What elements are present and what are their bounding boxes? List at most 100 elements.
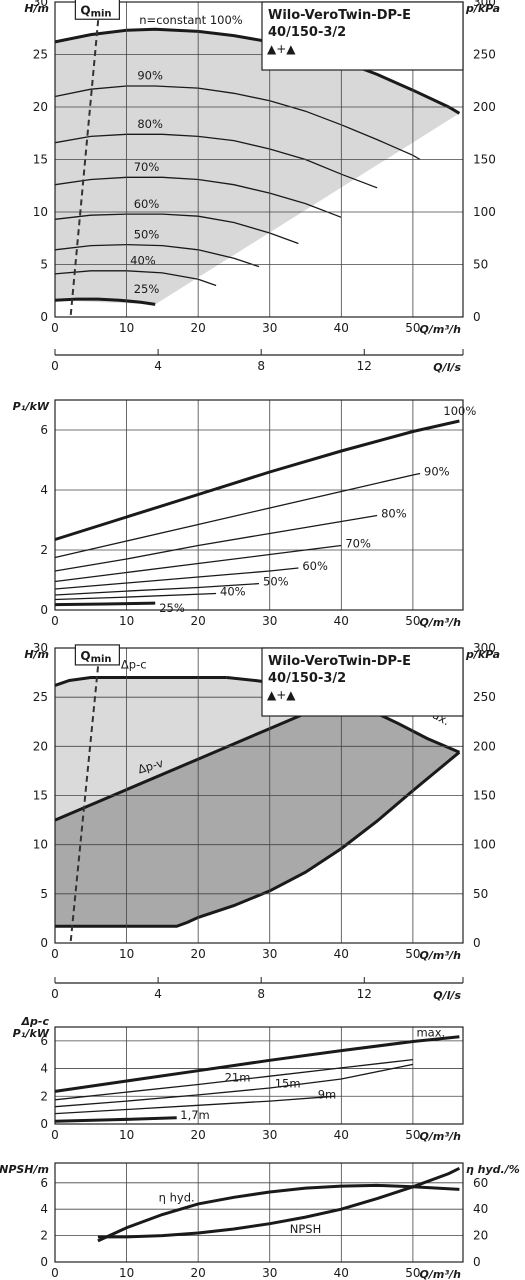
panel-1-ticks: 0 10 20 30 40 5005101520253005010015020025030… bbox=[24, 0, 500, 336]
x-tick-label: 30 bbox=[262, 1266, 277, 1280]
panel-5-grid bbox=[54, 1162, 464, 1263]
y-tick-label: 4 bbox=[40, 483, 48, 497]
panel-frame bbox=[54, 399, 464, 611]
x-axis-label: Q/m³/h bbox=[420, 949, 462, 962]
y-tick-label: 2 bbox=[40, 543, 48, 557]
x-tick-label: 40 bbox=[334, 1266, 349, 1280]
x-tick-label: 30 bbox=[262, 614, 277, 628]
y2-tick-label: 40 bbox=[473, 1202, 488, 1216]
y-tick-label: 4 bbox=[40, 1062, 48, 1076]
y2-axis-label: η hyd./% bbox=[466, 1163, 520, 1176]
y2-tick-label: 20 bbox=[473, 1229, 488, 1243]
x-tick-label: 20 bbox=[191, 1266, 206, 1280]
secondary-tick-label: 8 bbox=[257, 987, 265, 1001]
x-tick-label: 0 bbox=[51, 614, 59, 628]
qmin-box bbox=[74, 644, 120, 666]
power-curve-label: 80% bbox=[381, 507, 407, 521]
chart-subtitle: 40/150-3/2 bbox=[268, 671, 346, 686]
secondary-axis-label: Q/l/s bbox=[433, 361, 461, 374]
secondary-tick-label: 0 bbox=[51, 359, 59, 373]
curve-label: 60% bbox=[134, 197, 160, 211]
y2-tick-label: 150 bbox=[473, 153, 496, 167]
panel-4-grid bbox=[54, 1026, 464, 1125]
chart-title: Wilo-VeroTwin-DP-E bbox=[268, 8, 411, 23]
y-tick-label: 2 bbox=[40, 1089, 48, 1103]
y-tick-label: 2 bbox=[40, 1229, 48, 1243]
panel-frame bbox=[54, 647, 464, 944]
curve-50% bbox=[54, 243, 260, 268]
secondary-tick-label: 12 bbox=[357, 359, 372, 373]
x-tick-label: 30 bbox=[262, 1128, 277, 1142]
x-tick-label: 40 bbox=[334, 947, 349, 961]
y-axis-label: NPSH/m bbox=[0, 1163, 49, 1176]
power-curve-40% bbox=[54, 592, 217, 601]
y2-tick-label: 200 bbox=[473, 100, 496, 114]
curve-label: 50% bbox=[134, 227, 160, 241]
x-tick-label: 40 bbox=[334, 614, 349, 628]
x-tick-label: 20 bbox=[191, 947, 206, 961]
curve-60% bbox=[54, 213, 299, 245]
y2-tick-label: 300 bbox=[473, 0, 496, 9]
secondary-tick-label: 12 bbox=[357, 987, 372, 1001]
curve-90% bbox=[54, 85, 421, 161]
panel-1-secondary-axis: 0 4 8 12 Q/l/s bbox=[51, 349, 464, 374]
curve-label: 80% bbox=[137, 117, 163, 131]
x-axis-label: Q/m³/h bbox=[420, 1130, 462, 1143]
x-tick-label: 10 bbox=[119, 321, 134, 335]
power-curve-80% bbox=[54, 514, 378, 572]
y-tick-label: 10 bbox=[33, 838, 48, 852]
title-box-frame bbox=[261, 1, 464, 71]
curve-label: 70% bbox=[134, 160, 160, 174]
secondary-tick-label: 4 bbox=[154, 987, 162, 1001]
y-tick-label: 15 bbox=[33, 153, 48, 167]
chart-subtitle: 40/150-3/2 bbox=[268, 25, 346, 40]
curve-eta-hyd bbox=[97, 1183, 460, 1243]
y-axis-label: P₁/kW bbox=[13, 1027, 50, 1040]
x-tick-label: 0 bbox=[51, 1128, 59, 1142]
y2-tick-label: 50 bbox=[473, 887, 488, 901]
power-curve-label: 21m bbox=[225, 1071, 251, 1085]
y-axis-label: H/m bbox=[24, 648, 49, 661]
curve-label-dp-v: Δp-v bbox=[136, 756, 165, 777]
x-tick-label: 10 bbox=[119, 614, 134, 628]
y-tick-label: 0 bbox=[40, 603, 48, 617]
y2-tick-label: 100 bbox=[473, 838, 496, 852]
title-box-frame bbox=[261, 647, 464, 717]
y-tick-label: 15 bbox=[33, 789, 48, 803]
x-tick-label: 0 bbox=[51, 1266, 59, 1280]
x-tick-label: 20 bbox=[191, 1128, 206, 1142]
x-tick-label: 40 bbox=[334, 321, 349, 335]
y-tick-label: 20 bbox=[33, 100, 48, 114]
y-tick-label: 6 bbox=[40, 423, 48, 437]
power-curve-1.7m bbox=[54, 1116, 177, 1123]
x-tick-label: 30 bbox=[262, 321, 277, 335]
qmin-line bbox=[69, 7, 101, 315]
power-curve-9m bbox=[54, 1095, 335, 1115]
panel-frame bbox=[54, 1, 464, 318]
power-curve-label: 50% bbox=[263, 575, 289, 589]
x-tick-label: 50 bbox=[405, 1128, 420, 1142]
y2-tick-label: 300 bbox=[473, 641, 496, 655]
panel-1-title-box: Wilo-VeroTwin-DP-E 40/150-3/2 ▲+▲ bbox=[261, 1, 464, 71]
x-tick-label: 10 bbox=[119, 1128, 134, 1142]
y2-tick-label: 50 bbox=[473, 258, 488, 272]
qmin-label: Qmin bbox=[80, 3, 111, 19]
y2-axis-label: p/kPa bbox=[465, 648, 500, 661]
power-curve-50% bbox=[54, 582, 260, 596]
x-tick-label: 50 bbox=[405, 614, 420, 628]
x-tick-label: 0 bbox=[51, 947, 59, 961]
power-curve-21m bbox=[54, 1058, 413, 1101]
y-tick-label: 10 bbox=[33, 205, 48, 219]
power-curve-label: 40% bbox=[220, 585, 246, 599]
y2-tick-label: 0 bbox=[473, 1255, 481, 1269]
twin-mode-symbol: ▲+▲ bbox=[267, 42, 296, 56]
power-curve-label: max. bbox=[416, 1026, 445, 1040]
power-curve-90% bbox=[54, 472, 421, 559]
y2-tick-label: 150 bbox=[473, 789, 496, 803]
y-axis-label: P₁/kW bbox=[13, 400, 50, 413]
x-tick-label: 0 bbox=[51, 321, 59, 335]
y-axis-label-prefix: Δp-c bbox=[21, 1015, 50, 1028]
y2-tick-label: 0 bbox=[473, 310, 481, 324]
